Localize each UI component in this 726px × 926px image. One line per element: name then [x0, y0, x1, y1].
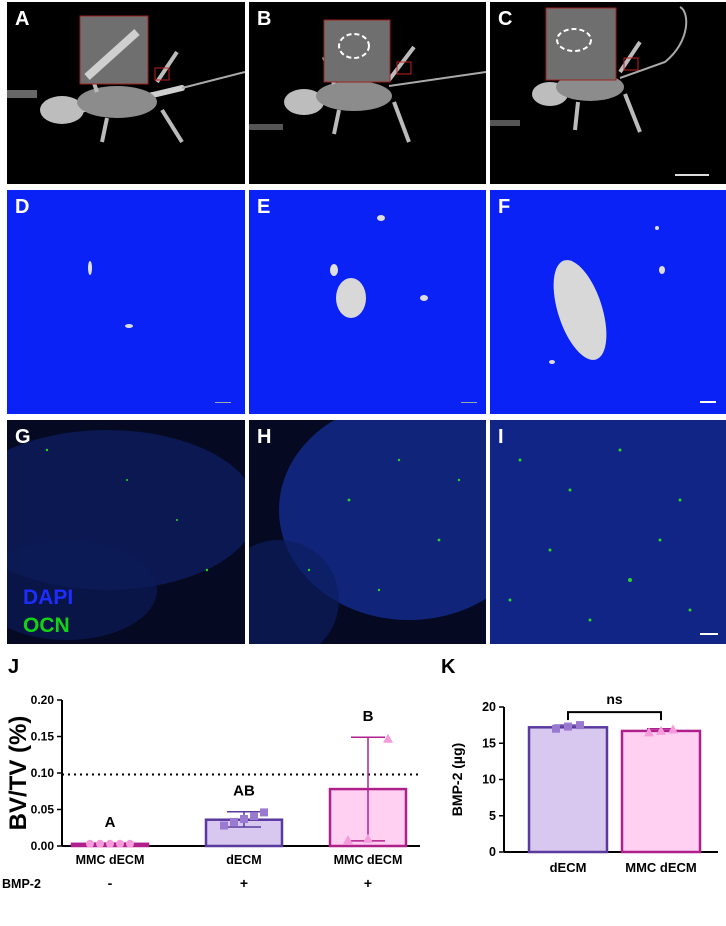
significance-label: ns	[606, 691, 623, 707]
x-category-label: MMC dECM	[76, 853, 145, 867]
data-point	[220, 821, 228, 830]
panel-label-f: F	[498, 196, 511, 218]
data-point	[96, 839, 104, 848]
panel-label-c: C	[498, 8, 513, 30]
significance-letter: A	[105, 814, 116, 831]
data-point	[86, 839, 94, 848]
panel-e-3d-reconstruction: E	[249, 190, 486, 414]
data-point	[240, 814, 248, 823]
panel-label-i: I	[498, 426, 504, 448]
data-point	[656, 725, 666, 735]
data-point	[576, 721, 584, 730]
y-tick-label: 0.00	[31, 839, 55, 853]
fluorescence-image-i	[490, 420, 726, 644]
y-tick-label: 0.10	[31, 766, 55, 780]
y-tick-label: 0.20	[31, 693, 55, 707]
x-category-label: MMC dECM	[625, 860, 697, 875]
chart-k-svg: 0 5 10 15 20 BMP-2 (µg) dECM MMC dECM ns	[449, 691, 718, 875]
bar-2	[620, 729, 702, 854]
data-point	[116, 839, 124, 848]
fluorescence-image-g	[7, 430, 245, 640]
y-tick-label: 15	[482, 736, 496, 750]
x-category-label: dECM	[226, 853, 261, 867]
bone-reconstruction-f	[549, 226, 716, 403]
y-tick-label: 20	[482, 700, 496, 714]
panel-b-ct-skeleton: B	[249, 2, 486, 184]
data-point	[668, 724, 678, 734]
panel-c-ct-skeleton: C	[490, 2, 726, 184]
skeleton-image-a	[7, 15, 245, 144]
y-tick-label: 0	[489, 845, 496, 859]
data-point	[383, 733, 393, 743]
chart-j-bvtv: 0.00 0.05 0.10 0.15 0.20 BV/TV (%) A MMC dECM - A…	[0, 676, 430, 921]
panel-label-b: B	[257, 8, 272, 30]
y-tick-label: 0.15	[31, 730, 55, 744]
bone-reconstruction-e	[330, 215, 477, 403]
y-tick-label: 10	[482, 773, 496, 787]
bone-reconstruction-d	[88, 261, 231, 403]
data-point	[250, 812, 258, 821]
data-point	[564, 722, 572, 731]
panel-label-d: D	[15, 196, 30, 218]
data-point	[552, 724, 560, 733]
data-point	[106, 839, 114, 848]
panel-g-fluorescence: G DAPI OCN	[7, 420, 245, 644]
bmp2-row-value: +	[364, 875, 372, 891]
data-point	[260, 808, 268, 817]
y-tick-label: 5	[489, 809, 496, 823]
panel-d-3d-reconstruction: D	[7, 190, 245, 414]
data-point	[343, 835, 353, 845]
legend-dapi: DAPI	[23, 586, 74, 609]
y-axis-title: BV/TV (%)	[5, 716, 32, 831]
panel-label-j: J	[8, 656, 20, 678]
y-axis-title: BMP-2 (µg)	[449, 743, 465, 816]
chart-j-svg: 0.00 0.05 0.10 0.15 0.20 BV/TV (%) A MMC dECM - A…	[2, 693, 420, 891]
bmp2-row-label: BMP-2	[2, 877, 41, 891]
panel-label-a: A	[15, 8, 30, 30]
panel-h-fluorescence: H	[249, 420, 486, 644]
bmp2-row-value: +	[240, 875, 248, 891]
bmp2-row-value: -	[108, 875, 113, 891]
chart-k-bmp2: 0 5 10 15 20 BMP-2 (µg) dECM MMC dECM ns	[436, 676, 726, 921]
panel-a-ct-skeleton: A	[7, 2, 245, 184]
data-point	[644, 727, 654, 737]
x-category-label: dECM	[550, 860, 587, 875]
x-category-label: MMC dECM	[334, 853, 403, 867]
panel-label-e: E	[257, 196, 271, 218]
panel-label-k: K	[441, 656, 456, 678]
significance-letter: B	[363, 708, 374, 725]
panel-f-3d-reconstruction: F	[490, 190, 726, 414]
significance-letter: AB	[233, 783, 255, 800]
data-point	[363, 833, 373, 843]
bar-1	[527, 726, 609, 854]
skeleton-image-b	[249, 19, 486, 143]
legend-ocn: OCN	[23, 614, 70, 637]
data-point	[126, 839, 134, 848]
skeleton-image-c	[490, 6, 709, 176]
panel-i-fluorescence: I	[490, 420, 726, 644]
data-point	[230, 817, 238, 826]
panel-label-g: G	[15, 426, 31, 448]
significance-bracket	[567, 711, 662, 721]
panel-label-h: H	[257, 426, 272, 448]
fluorescence-image-h	[249, 420, 486, 644]
y-tick-label: 0.05	[31, 803, 55, 817]
